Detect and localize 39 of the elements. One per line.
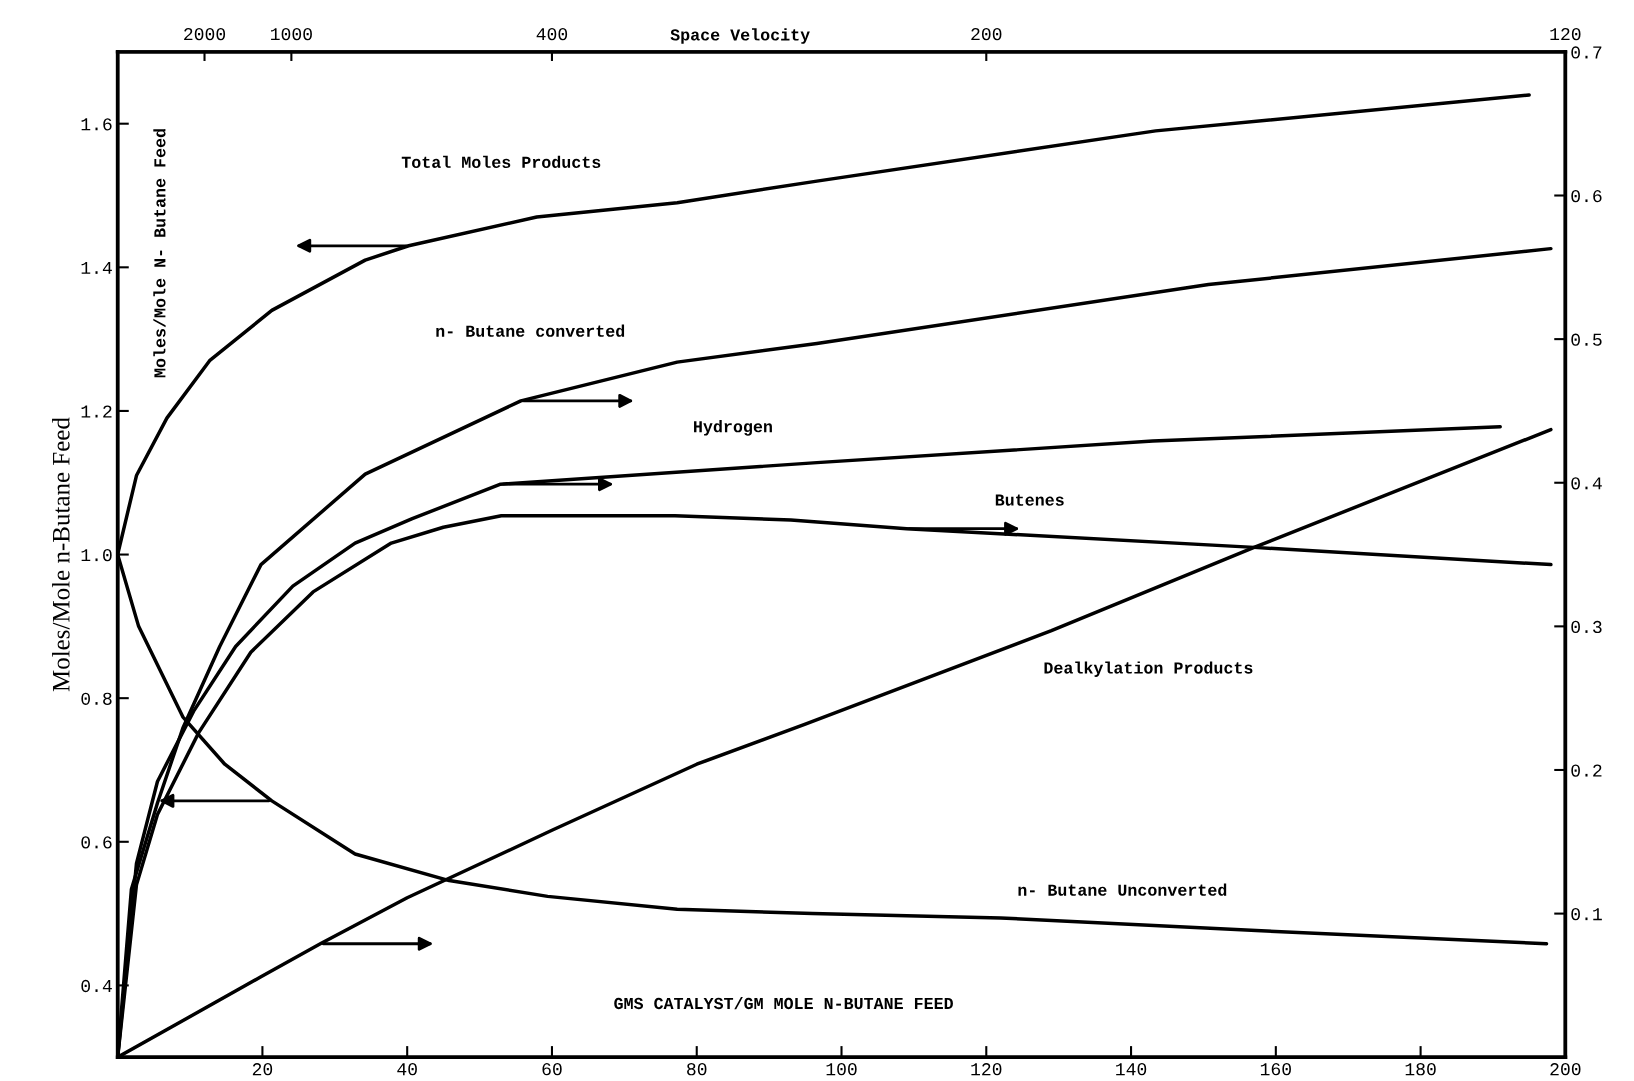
series-label: Hydrogen — [694, 420, 772, 436]
y-tick-label: 0.4 — [81, 979, 112, 993]
series-label: Butenes — [995, 494, 1064, 506]
x-tick-label: 80 — [687, 1063, 707, 1076]
y-tick-label: 0.8 — [81, 692, 112, 705]
text: Total Moles Products — [401, 155, 601, 168]
y-tick-label: 1.4 — [81, 261, 112, 274]
x-tick-label: 120 — [971, 1063, 1002, 1076]
x-tick-label: 200 — [1550, 1063, 1581, 1076]
y2-tick-label: 0.3 — [1571, 620, 1602, 634]
y-tick-label: 1.0 — [81, 549, 112, 562]
y2-tick-label: 0.4 — [1571, 477, 1602, 490]
annotation: Moles/Mole N- Butane Feed — [153, 129, 166, 378]
text: 400 — [536, 28, 568, 41]
x-axis-title: GMS CATALYST/GM MOLE N-BUTANE FEED — [614, 996, 953, 1010]
y2-tick-label: 0.6 — [1571, 189, 1602, 203]
x-tick-label: 160 — [1260, 1063, 1291, 1076]
x-tick-label: 100 — [826, 1063, 857, 1076]
y2-tick-label: 0.2 — [1571, 764, 1602, 777]
y2-tick-label: 0.5 — [1571, 333, 1602, 346]
x-tick-label: 140 — [1116, 1063, 1147, 1076]
text: n- Butane converted — [436, 324, 625, 337]
x-tick-label: 180 — [1405, 1063, 1436, 1076]
series-label: n- Butane Unconverted — [1018, 883, 1227, 896]
y-tick-label: 0.6 — [81, 836, 112, 849]
y-tick-label: 1.6 — [81, 118, 112, 131]
x-tick-label: 20 — [252, 1063, 273, 1076]
y2-tick-label: 0.1 — [1571, 908, 1602, 921]
text: 200 — [971, 28, 1002, 41]
x-tick-label: 60 — [542, 1063, 562, 1076]
y-axis-title: Moles/Mole n-Butane Feed — [52, 417, 70, 692]
text: 120 — [1550, 28, 1581, 41]
y2-tick-label: 0.7 — [1571, 46, 1602, 59]
text: Space Velocity — [670, 28, 810, 44]
y-tick-label: 1.2 — [81, 405, 112, 418]
x-tick-label: 40 — [397, 1063, 417, 1076]
series-label: Dealkylation Products — [1044, 661, 1253, 677]
text: 1000 — [271, 28, 312, 41]
text: 2000 — [184, 28, 226, 41]
